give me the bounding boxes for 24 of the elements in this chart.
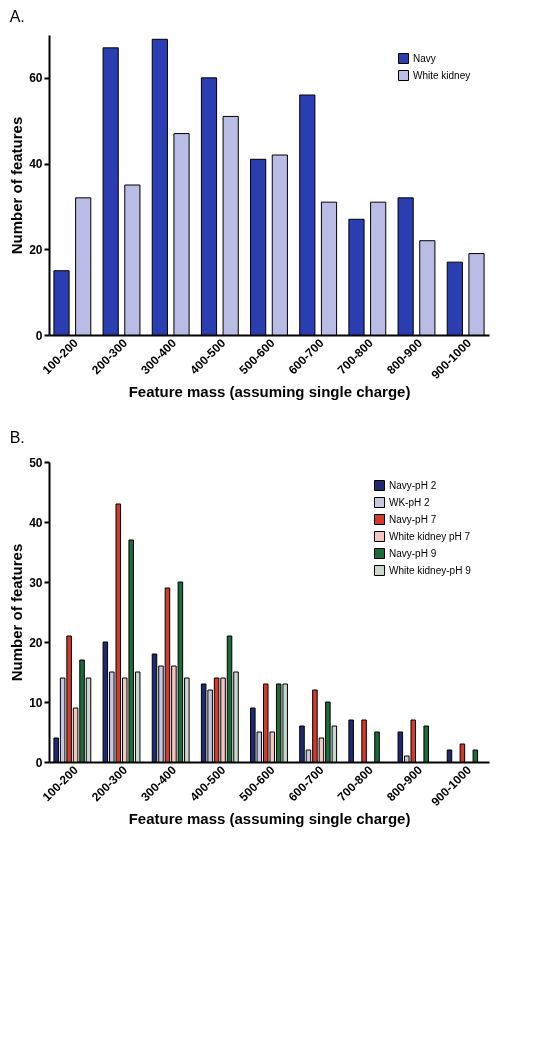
chart-title: B. xyxy=(9,429,25,446)
y-tick-label: 0 xyxy=(35,755,43,770)
legend-label: Navy xyxy=(413,52,436,64)
y-tick-label: 40 xyxy=(29,157,43,172)
y-tick-label: 10 xyxy=(29,695,43,710)
y-axis-title: Number of features xyxy=(8,116,26,255)
x-axis-title: Feature mass (assuming single charge) xyxy=(128,383,411,401)
y-tick-label: 50 xyxy=(29,455,43,470)
y-tick-label: 20 xyxy=(29,635,43,650)
y-tick-label: 0 xyxy=(35,328,43,343)
y-tick-label: 40 xyxy=(29,515,43,530)
legend-label: Navy-pH 9 xyxy=(389,547,437,559)
y-axis-title: Number of features xyxy=(8,543,26,682)
chart-title: A. xyxy=(9,8,25,25)
legend-label: Navy-pH 7 xyxy=(389,513,437,525)
legend-label: Navy-pH 2 xyxy=(389,479,437,491)
x-axis-title: Feature mass (assuming single charge) xyxy=(128,810,411,828)
legend-label: White kidney pH 7 xyxy=(389,530,471,542)
legend-label: White kidney xyxy=(413,69,471,81)
y-tick-label: 30 xyxy=(29,575,43,590)
legend-label: WK-pH 2 xyxy=(389,496,430,508)
y-tick-label: 20 xyxy=(29,242,43,257)
y-tick-label: 60 xyxy=(29,71,43,86)
legend-label: White kidney-pH 9 xyxy=(389,564,472,576)
